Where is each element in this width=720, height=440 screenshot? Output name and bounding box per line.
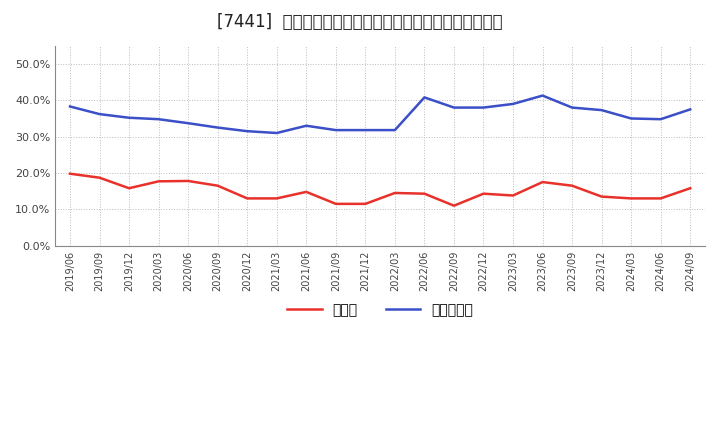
現預金 [509, 193, 518, 198]
Legend: 現預金, 有利子負債: 現預金, 有利子負債 [282, 297, 479, 323]
現預金 [598, 194, 606, 199]
現預金 [449, 203, 458, 208]
有利子負債 [154, 117, 163, 122]
有利子負債 [213, 125, 222, 130]
有利子負債 [331, 128, 340, 133]
現預金 [302, 189, 310, 194]
現預金 [627, 196, 636, 201]
現預金 [657, 196, 665, 201]
Line: 現預金: 現預金 [70, 174, 690, 205]
現預金 [539, 180, 547, 185]
現預金 [568, 183, 577, 188]
現預金 [213, 183, 222, 188]
現預金 [154, 179, 163, 184]
有利子負債 [243, 128, 251, 134]
有利子負債 [509, 101, 518, 106]
現預金 [686, 186, 695, 191]
有利子負債 [480, 105, 488, 110]
有利子負債 [272, 130, 281, 136]
現預金 [480, 191, 488, 196]
現預金 [184, 178, 192, 183]
現預金 [272, 196, 281, 201]
現預金 [390, 191, 399, 196]
Line: 有利子負債: 有利子負債 [70, 95, 690, 133]
現預金 [361, 201, 369, 206]
有利子負債 [420, 95, 428, 100]
現預金 [95, 175, 104, 180]
有利子負債 [66, 104, 74, 109]
有利子負債 [390, 128, 399, 133]
有利子負債 [302, 123, 310, 128]
有利子負債 [125, 115, 133, 121]
有利子負債 [449, 105, 458, 110]
有利子負債 [568, 105, 577, 110]
有利子負債 [627, 116, 636, 121]
有利子負債 [598, 107, 606, 113]
Text: [7441]  現預金、有利子負債の総資産に対する比率の推移: [7441] 現預金、有利子負債の総資産に対する比率の推移 [217, 13, 503, 31]
有利子負債 [361, 128, 369, 133]
現預金 [243, 196, 251, 201]
有利子負債 [184, 121, 192, 126]
現預金 [66, 171, 74, 176]
有利子負債 [539, 93, 547, 98]
現預金 [331, 201, 340, 206]
現預金 [125, 186, 133, 191]
有利子負債 [95, 111, 104, 117]
有利子負債 [657, 117, 665, 122]
現預金 [420, 191, 428, 196]
有利子負債 [686, 107, 695, 112]
